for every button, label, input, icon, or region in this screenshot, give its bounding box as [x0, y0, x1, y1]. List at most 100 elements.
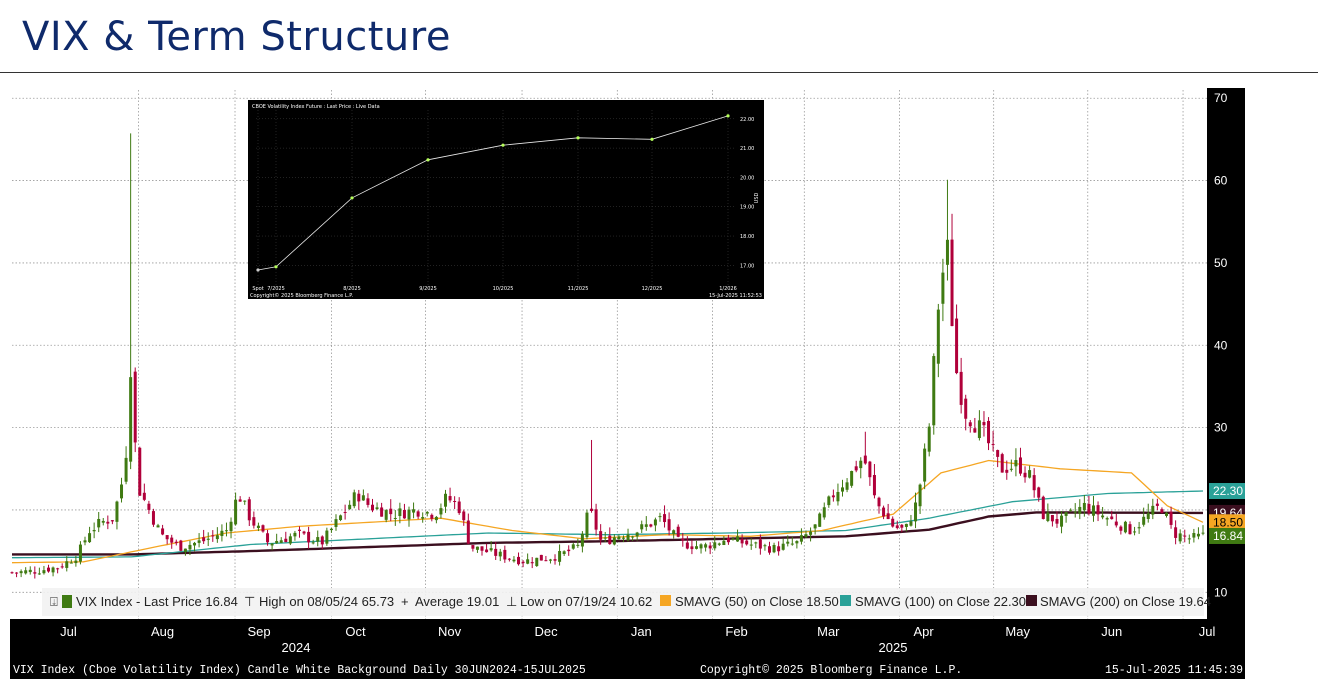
candle-body — [425, 511, 429, 514]
candle-body — [475, 546, 479, 550]
candle-body — [83, 540, 87, 543]
candle-body — [1101, 515, 1105, 518]
candle-body — [1110, 516, 1114, 520]
candle-body — [352, 492, 356, 507]
inset-y-label: 19.00 — [740, 205, 754, 211]
x-month-label: Apr — [913, 624, 934, 639]
candle-body — [1169, 511, 1173, 525]
candle-body — [370, 504, 374, 511]
candle-body — [1041, 496, 1045, 519]
candle-body — [585, 512, 589, 538]
candle-body — [1142, 516, 1146, 525]
candle-body — [977, 420, 981, 439]
x-month-label: May — [1005, 624, 1030, 639]
candle-body — [594, 509, 598, 530]
x-month-label: Nov — [438, 624, 462, 639]
candle-body — [343, 512, 347, 514]
legend-last-price: VIX Index - Last Price 16.84 — [76, 594, 238, 609]
candle-body — [681, 538, 685, 541]
candle-body — [882, 507, 886, 517]
inset-x-label: 7/2025 — [267, 286, 285, 292]
candle-body — [667, 519, 671, 531]
x-axis-panel — [10, 619, 1245, 659]
candle-body — [1014, 460, 1018, 467]
candle-body — [530, 562, 534, 564]
candle-body — [366, 498, 370, 505]
candle-body — [576, 544, 580, 546]
year-label-2025: 2025 — [879, 640, 908, 655]
x-month-label: Sep — [247, 624, 270, 639]
candle-body — [672, 530, 676, 535]
candle-body — [165, 535, 169, 540]
candle-body — [188, 544, 192, 550]
candle-body — [60, 566, 64, 568]
year-label-2024: 2024 — [282, 640, 311, 655]
candle-body — [129, 377, 133, 462]
inset-y-label: 22.00 — [740, 117, 754, 123]
tag-sma100: 22.30 — [1213, 484, 1243, 498]
candle-body — [1192, 533, 1196, 538]
y-tick-label: 40 — [1214, 338, 1228, 352]
candle-body — [115, 501, 119, 522]
candle-body — [964, 398, 968, 419]
candle-body — [603, 537, 607, 539]
candle-body — [726, 537, 730, 543]
candle-body — [635, 532, 639, 537]
candle-body — [781, 543, 785, 550]
candle-body — [790, 543, 794, 545]
candle-body — [580, 533, 584, 547]
candle-body — [211, 535, 215, 537]
y-tick-label: 70 — [1214, 91, 1228, 105]
candle-body — [763, 545, 767, 547]
inset-x-label: 9/2025 — [419, 286, 437, 292]
tag-last-bg — [1209, 527, 1245, 544]
chart-footer-title: VIX Index (Cboe Volatility Index) Candle… — [13, 664, 586, 677]
candle-body — [316, 537, 320, 542]
candle-body — [644, 524, 648, 527]
candle-body — [544, 560, 548, 562]
candle-body — [1155, 503, 1159, 506]
candle-body — [494, 548, 498, 556]
inset-x-label: 10/2025 — [493, 286, 514, 292]
candle-body — [818, 513, 822, 527]
x-month-label: Jan — [631, 624, 652, 639]
candle-body — [822, 507, 826, 518]
candle-body — [631, 536, 635, 538]
candle-body — [567, 549, 571, 552]
candle-body — [471, 545, 475, 549]
x-month-label: Jul — [60, 624, 77, 639]
candle-body — [836, 491, 840, 502]
candle-body — [886, 513, 890, 520]
inset-y-axis-label: USD — [754, 193, 760, 204]
candle-body — [845, 482, 849, 490]
inset-point — [726, 114, 730, 118]
candle-body — [33, 572, 37, 574]
candle-body — [416, 511, 420, 517]
title-divider — [0, 72, 1318, 73]
candle-body — [1082, 502, 1086, 511]
candle-body — [329, 528, 333, 531]
inset-y-labels: 17.00 18.00 19.00 20.00 21.00 22.00 — [740, 117, 754, 270]
x-month-label: Aug — [151, 624, 174, 639]
candle-body — [88, 533, 92, 543]
candle-body — [799, 535, 803, 542]
legend-average: Average 19.01 — [415, 594, 499, 609]
candle-body — [590, 508, 594, 511]
candle-body — [1178, 533, 1182, 542]
candle-body — [69, 562, 73, 564]
candle-body — [498, 551, 502, 557]
candle-body — [663, 514, 667, 523]
candle-body — [380, 507, 384, 517]
inset-line — [257, 115, 729, 271]
x-month-label: Jul — [1199, 624, 1216, 639]
inset-x-label: 8/2025 — [343, 286, 361, 292]
candle-body — [24, 570, 28, 574]
y-tick-label: 10 — [1214, 585, 1228, 599]
candle-body — [904, 523, 908, 527]
candle-body — [252, 517, 256, 526]
candle-body — [959, 371, 963, 405]
candle-body — [850, 470, 854, 486]
candle-body — [599, 531, 603, 540]
inset-point — [650, 137, 654, 141]
candle-body — [1064, 512, 1068, 516]
